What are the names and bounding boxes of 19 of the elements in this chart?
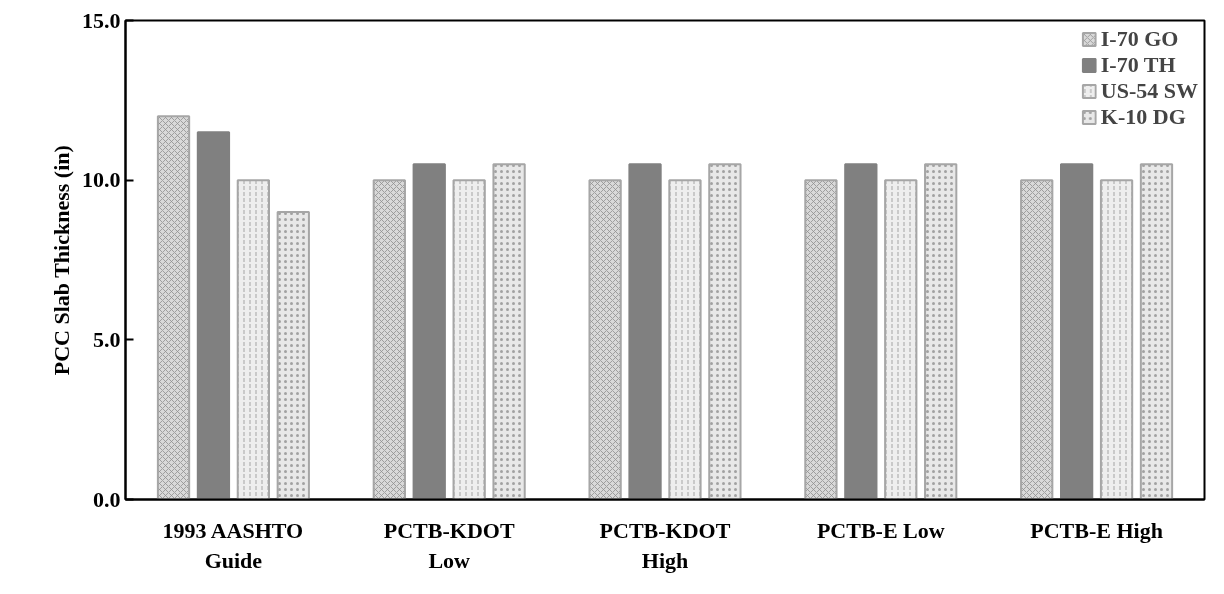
y-tick-label: 0.0: [93, 486, 121, 512]
legend-label: US-54 SW: [1100, 78, 1198, 104]
x-tick-label: PCTB-E Low: [816, 517, 945, 543]
y-tick-label: 5.0: [93, 326, 121, 352]
bar: [412, 163, 446, 500]
y-axis-title: PCC Slab Thickness (in): [49, 145, 74, 376]
x-tick-label: PCTB-KDOT Low: [383, 517, 515, 573]
legend-label: I-70 GO: [1100, 26, 1179, 52]
bar: [1059, 163, 1094, 500]
bar: [196, 131, 231, 500]
legend-label: I-70 TH: [1100, 52, 1176, 78]
x-tick-label: 1993 AASHTO Guide: [162, 517, 304, 573]
bar: [844, 163, 878, 500]
x-tick-label: PCTB-KDOT High: [599, 517, 731, 573]
x-tick-label: PCTB-E High: [1030, 517, 1163, 543]
bar: [628, 163, 662, 500]
y-tick-label: 15.0: [82, 7, 121, 33]
y-tick-label: 10.0: [82, 167, 121, 193]
legend-label: K-10 DG: [1100, 104, 1186, 130]
